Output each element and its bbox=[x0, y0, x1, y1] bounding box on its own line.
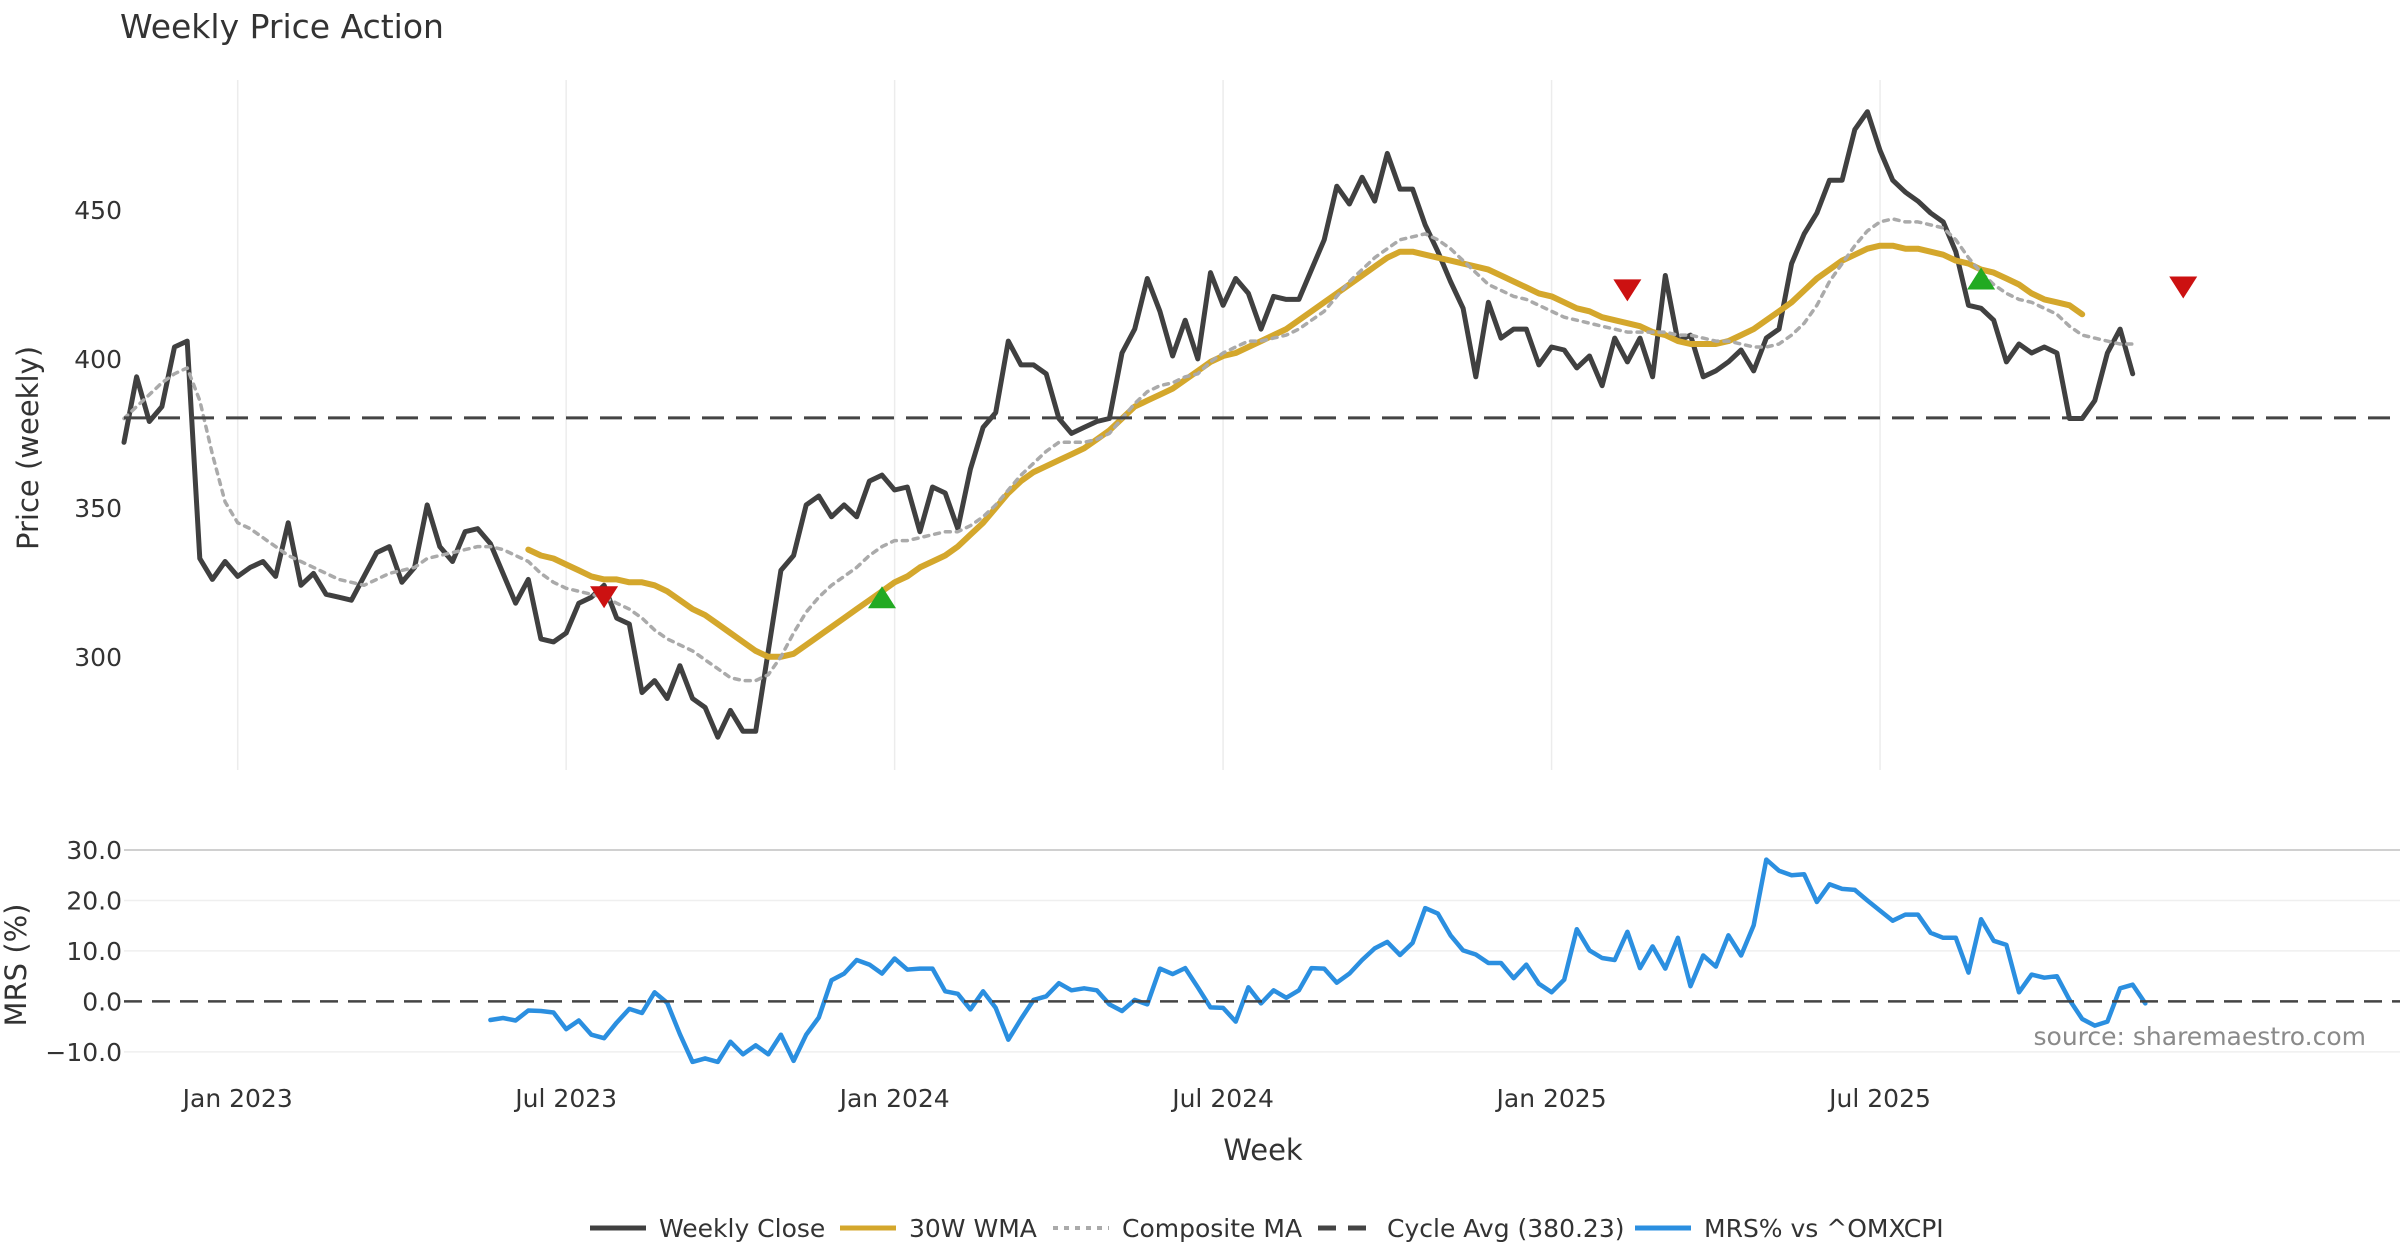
mrs-panel: 30.0 20.0 10.0 0.0 −10.0 MRS (%) source: sha… bbox=[0, 836, 2400, 1067]
series-composite-ma bbox=[122, 217, 2135, 683]
x-axis-ticks: Jan 2023 Jul 2023 Jan 2024 Jul 2024 Jan 2025… bbox=[181, 1084, 1931, 1113]
series-mrs-vs-omxcpi bbox=[488, 857, 2148, 1065]
x-tick-jul-2023: Jul 2023 bbox=[513, 1084, 617, 1113]
x-tick-jul-2024: Jul 2024 bbox=[1170, 1084, 1274, 1113]
signal-sell-4 bbox=[2169, 276, 2198, 299]
mrs-ytick-2: 10.0 bbox=[66, 937, 122, 966]
price-ytick-450: 450 bbox=[74, 196, 122, 225]
price-y-ticks: 300 350 400 450 bbox=[74, 196, 122, 672]
mrs-gridlines bbox=[124, 849, 2400, 1053]
legend-item-30w-wma: 30W WMA bbox=[840, 1214, 1037, 1243]
legend-item-weekly-close: Weekly Close bbox=[590, 1214, 825, 1243]
legend-label-30w-wma: 30W WMA bbox=[909, 1214, 1037, 1243]
mrs-ytick-1: 20.0 bbox=[66, 886, 122, 915]
legend-label-cycle-avg-380-23: Cycle Avg (380.23) bbox=[1387, 1214, 1625, 1243]
price-ytick-350: 350 bbox=[74, 494, 122, 523]
legend-label-composite-ma: Composite MA bbox=[1122, 1214, 1302, 1243]
signal-buy-3 bbox=[1967, 267, 1996, 290]
signal-buy-1 bbox=[868, 586, 896, 609]
signal-sell-2 bbox=[1613, 279, 1642, 302]
price-ytick-400: 400 bbox=[74, 345, 122, 374]
legend-label-weekly-close: Weekly Close bbox=[659, 1214, 825, 1243]
price-y-axis-label: Price (weekly) bbox=[11, 346, 45, 550]
legend: Weekly Close 30W WMA Composite MA Cycle Avg… bbox=[590, 1214, 1944, 1243]
price-ytick-300: 300 bbox=[74, 643, 122, 672]
mrs-y-ticks: 30.0 20.0 10.0 0.0 −10.0 bbox=[45, 836, 122, 1067]
series-30w-wma bbox=[525, 242, 2086, 660]
signal-markers bbox=[590, 267, 2198, 609]
x-axis-label: Week bbox=[1223, 1133, 1303, 1167]
signal-sell-0 bbox=[590, 586, 619, 609]
series-weekly-close bbox=[121, 109, 2136, 740]
price-series-group bbox=[121, 109, 2400, 740]
source-attribution: source: sharemaestro.com bbox=[2034, 1022, 2367, 1051]
x-tick-jan-2023: Jan 2023 bbox=[181, 1084, 293, 1113]
legend-item-composite-ma: Composite MA bbox=[1053, 1214, 1302, 1243]
chart-title: Weekly Price Action bbox=[120, 7, 444, 46]
x-tick-jan-2024: Jan 2024 bbox=[838, 1084, 950, 1113]
mrs-ytick-4: −10.0 bbox=[45, 1038, 122, 1067]
legend-item-cycle-avg-380-23: Cycle Avg (380.23) bbox=[1318, 1214, 1625, 1243]
price-gridlines bbox=[236, 80, 1881, 770]
mrs-ytick-3: 0.0 bbox=[82, 987, 122, 1016]
legend-label-mrs-vs-omxcpi: MRS% vs ^OMXCPI bbox=[1704, 1214, 1944, 1243]
price-panel: 300 350 400 450 Price (weekly) bbox=[11, 80, 2400, 770]
mrs-y-axis-label: MRS (%) bbox=[0, 904, 33, 1027]
legend-item-mrs-vs-omxcpi: MRS% vs ^OMXCPI bbox=[1635, 1214, 1944, 1243]
x-tick-jan-2025: Jan 2025 bbox=[1495, 1084, 1607, 1113]
mrs-ytick-0: 30.0 bbox=[66, 836, 122, 865]
mrs-series-group bbox=[124, 857, 2400, 1065]
x-tick-jul-2025: Jul 2025 bbox=[1827, 1084, 1931, 1113]
